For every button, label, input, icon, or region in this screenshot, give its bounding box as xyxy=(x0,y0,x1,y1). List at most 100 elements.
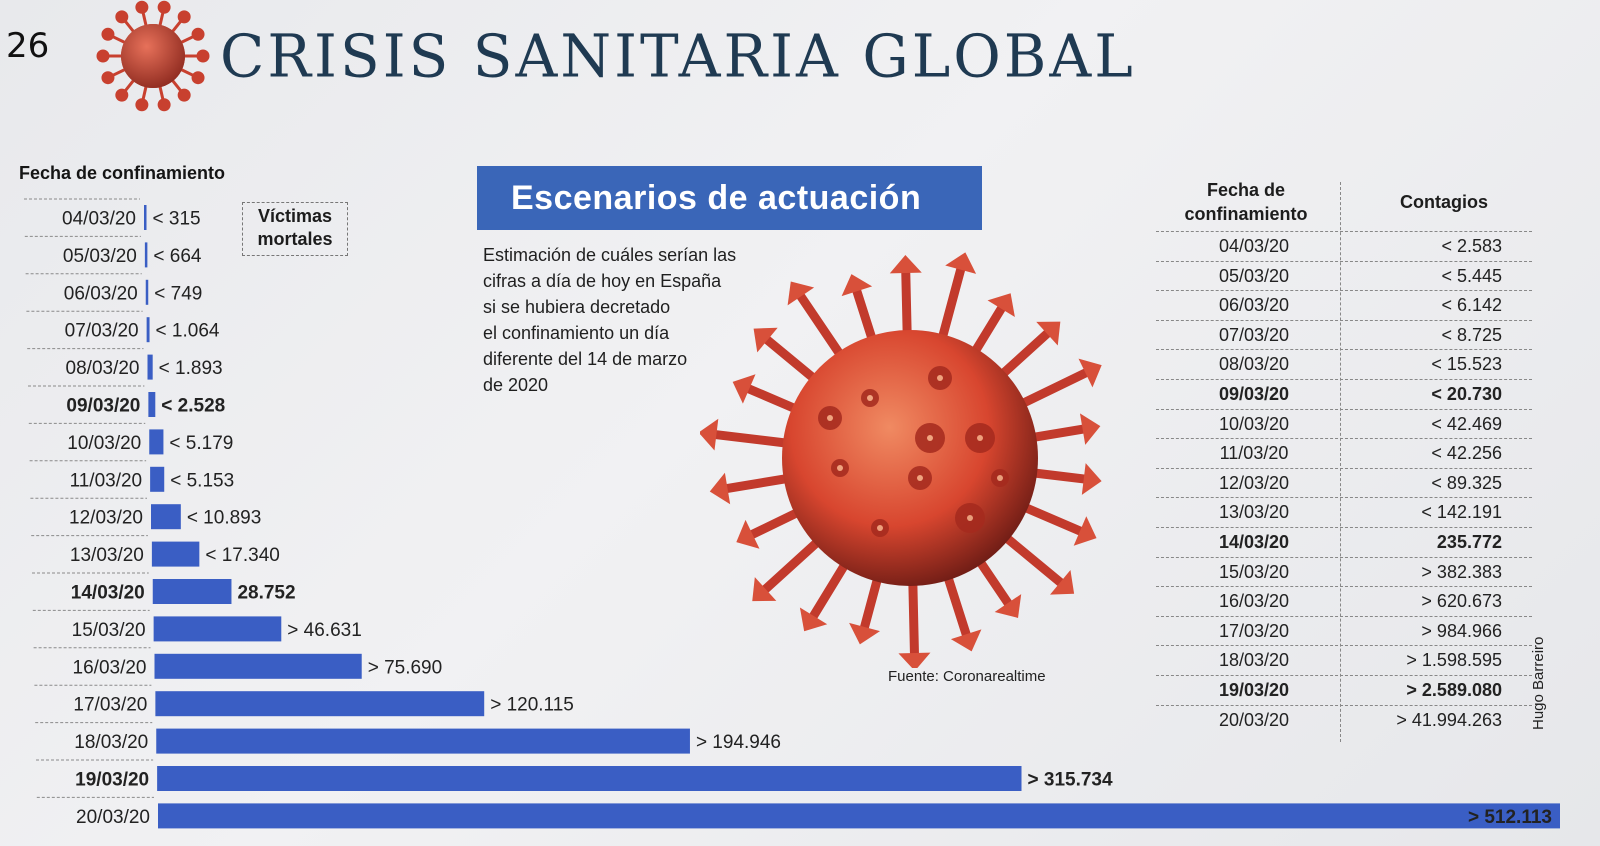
table-cell-contagios: 235.772 xyxy=(1436,532,1502,552)
table-row: 16/03/20 > 620.673 xyxy=(1156,586,1532,616)
bar-date-label: 06/03/20 xyxy=(64,283,138,304)
table-cell-contagios: < 5.445 xyxy=(1441,265,1502,286)
description: Estimación de cuáles serían las cifras a… xyxy=(483,242,773,398)
bar xyxy=(158,803,1560,829)
bar-date-label: 07/03/20 xyxy=(65,321,139,342)
author-credit: Hugo Barreiro xyxy=(1530,636,1547,730)
bar-value-label: < 5.179 xyxy=(169,433,233,454)
table-cell-date: 15/03/20 xyxy=(1218,561,1290,582)
bar-date-label: 13/03/20 xyxy=(70,545,144,566)
table-cell-date: 13/03/20 xyxy=(1218,502,1290,523)
bar-date-label: 09/03/20 xyxy=(66,396,140,417)
bar-date-label: 14/03/20 xyxy=(71,583,145,604)
bar xyxy=(152,579,232,604)
bar xyxy=(154,653,362,679)
bar xyxy=(155,691,485,717)
bar-value-label: > 46.631 xyxy=(287,620,362,641)
table-row: 20/03/20 > 41.994.263 xyxy=(1156,704,1532,735)
bar-value-label: 28.752 xyxy=(237,583,295,604)
table-cell-contagios: > 620.673 xyxy=(1421,591,1502,612)
victims-label-box: Víctimas mortales xyxy=(242,202,348,256)
source-note: Fuente: Coronarealtime xyxy=(888,668,1046,685)
table-row: 04/03/20 < 2.583 xyxy=(1156,231,1532,261)
bar xyxy=(153,616,282,642)
bar-date-label: 10/03/20 xyxy=(67,433,141,454)
table-cell-date: 19/03/20 xyxy=(1218,680,1290,700)
bar xyxy=(145,279,149,305)
table-cell-date: 17/03/20 xyxy=(1218,620,1290,641)
bar-date-label: 16/03/20 xyxy=(73,657,147,678)
table-cell-contagios: < 20.730 xyxy=(1431,384,1502,404)
description-line-1: Estimación de cuáles serían las xyxy=(483,245,737,265)
table-cell-contagios: > 41.994.263 xyxy=(1396,709,1502,730)
table-row: 18/03/20 > 1.598.595 xyxy=(1156,645,1532,675)
bar-value-label: < 1.893 xyxy=(159,358,223,379)
bar xyxy=(147,354,153,380)
bar xyxy=(151,504,181,530)
bar-value-label: < 2.528 xyxy=(161,396,225,417)
description-line-3: si se hubiera decretado xyxy=(483,297,671,317)
table-row: 08/03/20 < 15.523 xyxy=(1156,349,1532,379)
bar-value-label: > 315.734 xyxy=(1028,770,1113,791)
table-row: 07/03/20 < 8.725 xyxy=(1156,319,1532,350)
bar-value-label: < 664 xyxy=(153,246,202,267)
bar-value-label: < 10.893 xyxy=(187,508,262,529)
table-cell-date: 20/03/20 xyxy=(1218,709,1290,730)
description-line-2: cifras a día de hoy en España xyxy=(483,271,722,291)
victims-label-line-1: Víctimas xyxy=(257,206,333,226)
bar-date-label: 11/03/20 xyxy=(70,470,143,491)
table-cell-contagios: < 42.256 xyxy=(1431,443,1502,464)
table-row: 05/03/20 < 5.445 xyxy=(1156,260,1532,291)
bar xyxy=(148,392,156,417)
bar-date-label: 19/03/20 xyxy=(75,770,149,791)
victims-label-line-2: mortales xyxy=(257,229,333,249)
table-cell-contagios: < 6.142 xyxy=(1441,295,1502,316)
table-cell-date: 08/03/20 xyxy=(1218,354,1290,375)
bar-value-label: > 120.115 xyxy=(490,695,574,716)
table-row: 12/03/20 < 89.325 xyxy=(1156,467,1532,498)
table-row: 17/03/20 > 984.966 xyxy=(1156,615,1532,646)
bar-date-label: 18/03/20 xyxy=(74,732,148,753)
description-line-4: el confinamiento un día xyxy=(483,323,670,343)
table-row: 06/03/20 < 6.142 xyxy=(1156,290,1532,320)
table-cell-contagios: < 42.469 xyxy=(1431,413,1502,434)
page-number: 26 xyxy=(6,26,50,66)
table-cell-contagios: < 142.191 xyxy=(1421,502,1502,523)
bar-value-label: < 749 xyxy=(154,283,202,304)
bar-value-label: > 512.113 xyxy=(1468,807,1552,828)
bar-date-label: 05/03/20 xyxy=(63,246,137,267)
virus-logo-icon xyxy=(96,0,210,112)
table-cell-contagios: < 2.583 xyxy=(1441,236,1502,256)
description-line-5: diferente del 14 de marzo xyxy=(483,349,688,369)
bar-date-label: 20/03/20 xyxy=(76,807,150,828)
bar xyxy=(156,728,690,754)
table-row: 15/03/20 > 382.383 xyxy=(1156,556,1532,587)
bar-value-label: < 315 xyxy=(153,209,201,230)
bar-date-label: 04/03/20 xyxy=(62,209,136,230)
table-cell-contagios: > 382.383 xyxy=(1421,561,1502,582)
bar-value-label: > 194.946 xyxy=(696,732,781,753)
bar xyxy=(150,466,165,492)
table-cell-date: 04/03/20 xyxy=(1218,236,1290,256)
bar-value-label: < 5.153 xyxy=(170,470,234,491)
table-row: 10/03/20 < 42.469 xyxy=(1156,408,1532,439)
table-cell-contagios: < 8.725 xyxy=(1441,324,1502,345)
table-cell-contagios: < 89.325 xyxy=(1431,472,1502,493)
table-cell-date: 14/03/20 xyxy=(1218,532,1290,552)
bar xyxy=(144,205,147,230)
table-cell-date: 10/03/20 xyxy=(1218,413,1290,434)
table-row: 09/03/20 < 20.730 xyxy=(1156,379,1532,409)
table-cell-date: 12/03/20 xyxy=(1218,472,1290,493)
table-column-divider xyxy=(1340,182,1341,742)
bar xyxy=(157,766,1022,791)
table-header-date: Fecha de confinamiento xyxy=(1166,178,1326,226)
table-row: 19/03/20 > 2.589.080 xyxy=(1156,675,1532,705)
bar-value-label: < 1.064 xyxy=(156,321,220,342)
table-cell-date: 05/03/20 xyxy=(1218,265,1290,286)
coronavirus-illustration-icon xyxy=(700,252,1102,668)
bar-date-label: 08/03/20 xyxy=(66,358,140,379)
table-cell-date: 18/03/20 xyxy=(1218,650,1290,671)
table-row: 14/03/20 235.772 xyxy=(1156,527,1532,557)
table-cell-date: 11/03/20 xyxy=(1219,443,1289,464)
